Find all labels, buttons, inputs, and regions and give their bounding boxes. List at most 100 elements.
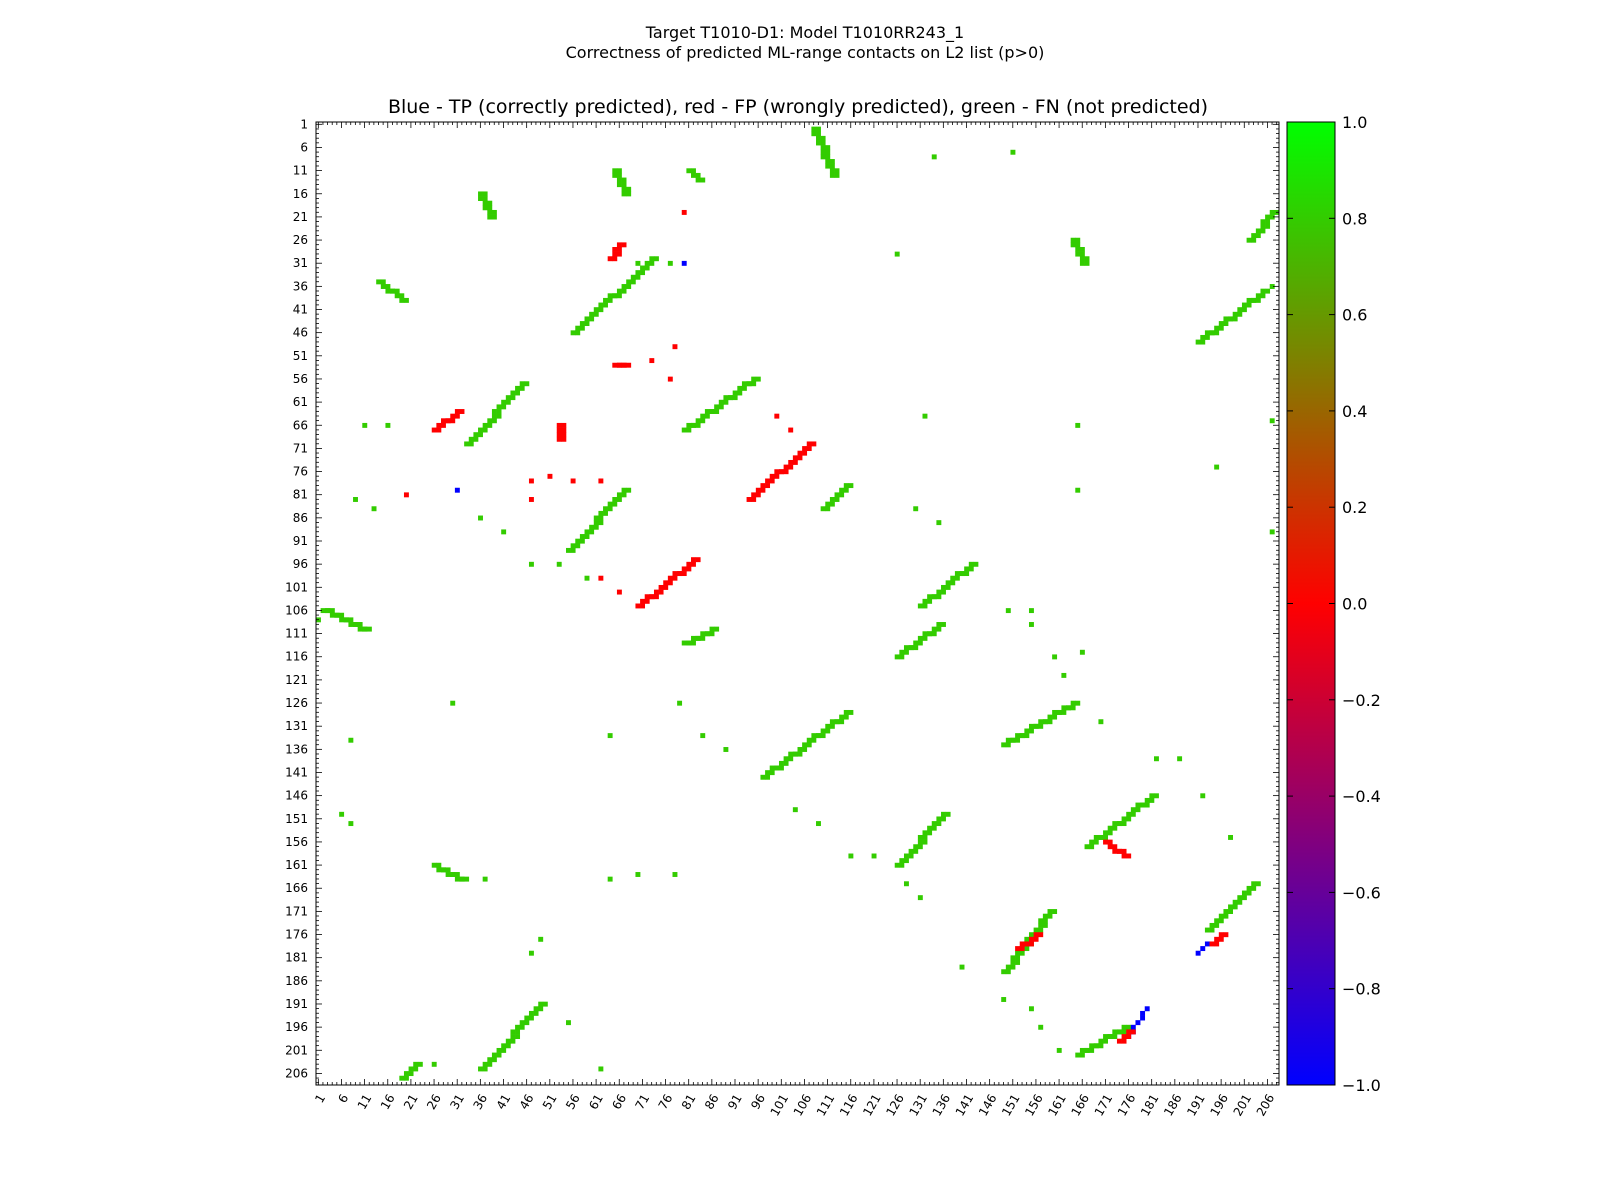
contact-cell-fn [922, 635, 928, 641]
contact-cell-fp [644, 598, 650, 604]
contact-cell-fn [825, 149, 831, 155]
contact-cell-fn [913, 640, 919, 646]
contact-cell-fn [936, 626, 942, 632]
contact-cells [316, 126, 1280, 1081]
contact-cell-fn [1047, 909, 1053, 914]
contact-cell-fp [621, 362, 627, 368]
y-tick-label: 36 [293, 279, 308, 293]
contact-cell-fp [431, 427, 437, 433]
contact-cell-fn [922, 631, 928, 637]
contact-cell-fn [487, 1061, 493, 1067]
colorbar-tick-label: 0.0 [1342, 595, 1367, 614]
contact-cell-fn [723, 399, 729, 405]
contact-cell-fn [566, 547, 571, 553]
contact-cell-fn [482, 196, 488, 202]
contact-cell-fn [922, 598, 928, 604]
contact-cell-fn [1047, 913, 1053, 919]
contact-cell-fp [811, 441, 817, 447]
contact-cell-fn [487, 205, 493, 211]
contact-cell-fn [1246, 885, 1252, 891]
contact-cell-fn [714, 409, 720, 414]
contact-cell-fn [788, 756, 794, 762]
contact-cell-fn [931, 594, 937, 600]
contact-cell-fn [1079, 247, 1085, 252]
contact-cell-fn [843, 487, 849, 493]
contact-cell-fn [936, 821, 942, 827]
contact-cell-fn [936, 589, 942, 595]
contact-cell-fn [1103, 1034, 1108, 1040]
contact-cell-fn [829, 172, 835, 178]
contact-cell-fp [806, 446, 812, 452]
contact-cell-fp [760, 483, 766, 489]
contact-cell-fn [417, 1061, 423, 1067]
colorbar-tick-label: −0.6 [1342, 883, 1381, 902]
contact-cell-fn [1038, 1024, 1044, 1030]
y-tick-label: 86 [293, 511, 308, 525]
contact-cell-fp [1015, 946, 1021, 952]
contact-cell-fn [515, 1024, 521, 1030]
contact-cell-fn [922, 413, 928, 419]
contact-cell-fn [431, 1061, 437, 1067]
contact-cell-fn [751, 381, 757, 387]
contact-cell-fn [1177, 756, 1183, 762]
contact-cell-fn [968, 561, 974, 567]
contact-cell-fn [621, 487, 627, 493]
contact-cell-fn [1246, 297, 1252, 303]
contact-cell-fn [1269, 418, 1275, 424]
contact-cell-fn [459, 876, 465, 882]
contact-cell-fn [1079, 251, 1085, 257]
contact-cell-fn [385, 288, 391, 294]
contact-cell-fn [899, 862, 905, 868]
contact-cell-fn [482, 200, 488, 206]
contact-cell-fn [436, 862, 442, 868]
contact-cell-fn [677, 700, 683, 706]
contact-cell-fn [1038, 719, 1044, 725]
contact-cell-fn [1246, 237, 1252, 243]
contact-cell-fn [1098, 834, 1104, 840]
contact-cell-fn [1093, 834, 1099, 840]
contact-cell-fn [394, 288, 400, 294]
y-tick-label: 201 [285, 1043, 308, 1057]
contact-cell-fp [640, 603, 646, 609]
contact-cell-fn [1075, 251, 1081, 257]
contact-cell-fn [1232, 311, 1238, 317]
contact-cell-fn [1228, 316, 1234, 322]
contact-cell-fn [825, 506, 831, 512]
contact-cell-fp [667, 580, 673, 586]
contact-cell-fn [964, 571, 970, 577]
contact-cell-fn [519, 1020, 525, 1026]
contact-cell-fp [561, 427, 567, 433]
contact-cell-fn [329, 608, 335, 614]
contact-cell-fp [774, 473, 780, 479]
contact-cell-fp [760, 487, 766, 493]
contact-cell-fn [686, 422, 692, 428]
contact-cell-fn [478, 427, 483, 433]
contact-cell-fp [1130, 1029, 1136, 1035]
plot-frame [315, 121, 1280, 1086]
y-tick-label: 46 [293, 326, 308, 340]
contact-cell-fn [598, 302, 604, 308]
contact-cell-fp [616, 362, 622, 368]
x-tick-label: 1 [312, 1092, 328, 1106]
contact-cell-fn [635, 872, 641, 877]
contact-cell-fn [533, 1006, 539, 1012]
contact-cell-fn [1255, 881, 1261, 887]
plot-area [316, 122, 1279, 1085]
contact-cell-fn [603, 302, 608, 308]
contact-cell-fn [1028, 608, 1034, 614]
contact-cell-fn [834, 168, 840, 174]
y-tick-label: 116 [285, 650, 308, 664]
contact-cell-fn [584, 316, 590, 322]
x-tick-label: 191 [1184, 1092, 1208, 1119]
contact-cell-fn [339, 612, 345, 618]
contact-cell-fn [538, 1006, 544, 1012]
contact-cell-fn [339, 617, 345, 623]
contact-cell-fn [774, 765, 780, 771]
contact-cell-fn [1204, 330, 1210, 336]
contact-cell-fn [533, 1010, 539, 1016]
contact-cell-fn [760, 774, 766, 780]
contact-cell-fn [1079, 649, 1085, 655]
x-tick-label: 201 [1231, 1092, 1255, 1119]
contact-cell-tp [1195, 950, 1201, 956]
x-tick-label: 26 [424, 1092, 444, 1112]
